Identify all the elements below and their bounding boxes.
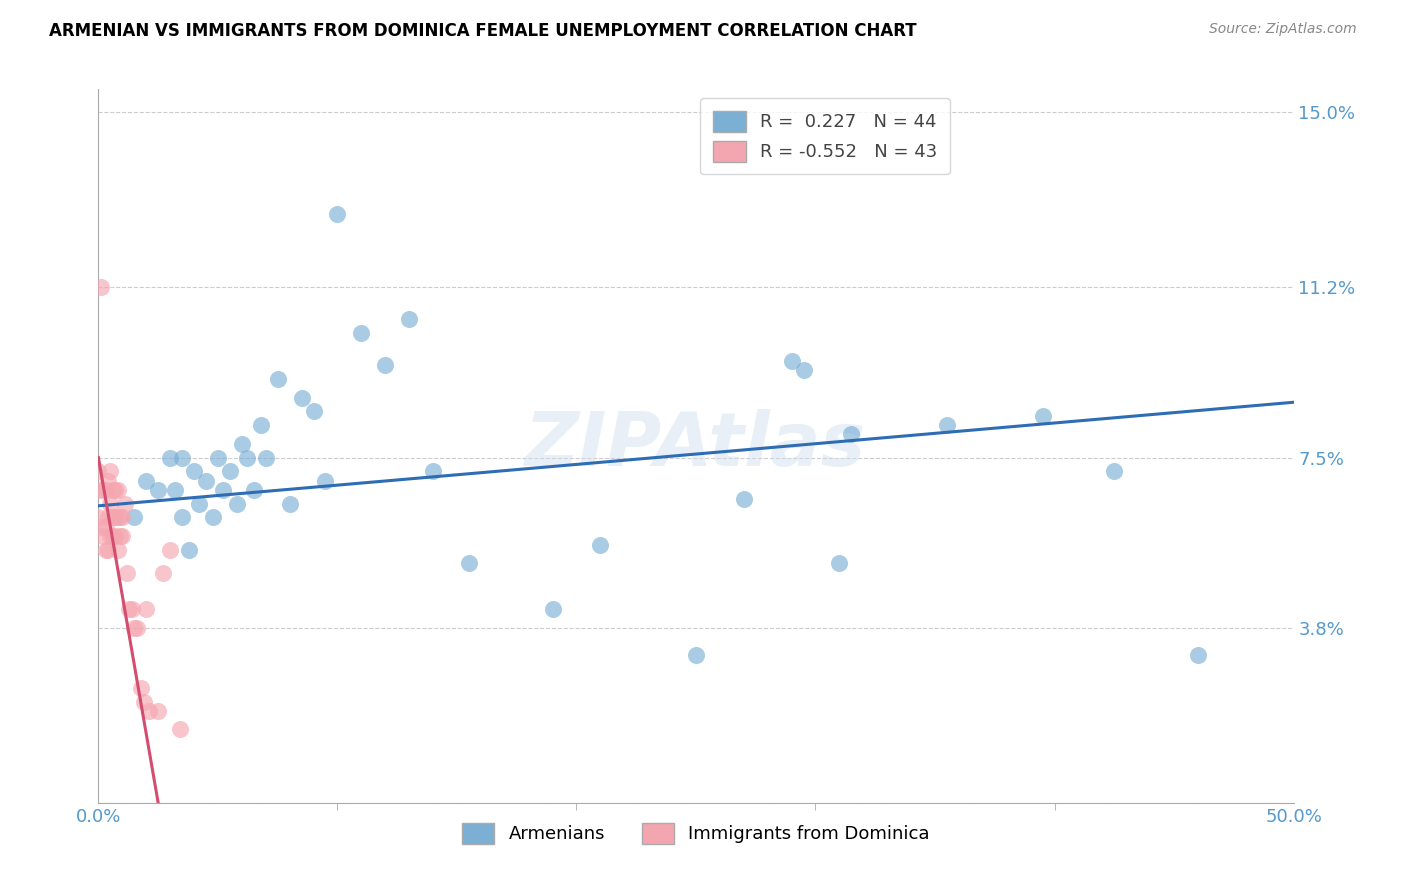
- Point: [125, 621, 148, 635]
- Point: [936, 418, 959, 433]
- Text: ZIPAtlas: ZIPAtlas: [526, 409, 866, 483]
- Point: [231, 436, 253, 450]
- Point: [169, 722, 191, 736]
- Point: [124, 510, 146, 524]
- Legend: Armenians, Immigrants from Dominica: Armenians, Immigrants from Dominica: [454, 815, 938, 851]
- Point: [733, 491, 755, 506]
- Point: [458, 557, 481, 571]
- Point: [254, 450, 277, 465]
- Point: [98, 497, 122, 511]
- Point: [107, 510, 129, 524]
- Point: [121, 602, 143, 616]
- Point: [219, 464, 242, 478]
- Point: [131, 681, 153, 695]
- Point: [104, 483, 127, 497]
- Point: [114, 497, 136, 511]
- Point: [94, 519, 117, 533]
- Point: [111, 510, 134, 524]
- Point: [172, 450, 194, 465]
- Point: [1104, 464, 1126, 478]
- Point: [159, 450, 181, 465]
- Point: [87, 510, 110, 524]
- Point: [211, 483, 233, 497]
- Point: [1032, 409, 1054, 423]
- Point: [97, 510, 120, 524]
- Point: [422, 464, 444, 478]
- Point: [148, 704, 170, 718]
- Point: [250, 418, 273, 433]
- Point: [207, 450, 229, 465]
- Point: [132, 694, 155, 708]
- Point: [267, 372, 290, 386]
- Point: [91, 483, 114, 497]
- Point: [87, 483, 110, 497]
- Point: [291, 391, 314, 405]
- Point: [138, 704, 160, 718]
- Point: [350, 326, 373, 341]
- Point: [135, 474, 157, 488]
- Point: [104, 529, 127, 543]
- Point: [101, 483, 124, 497]
- Point: [828, 557, 851, 571]
- Point: [202, 510, 225, 524]
- Point: [97, 542, 120, 557]
- Point: [98, 529, 122, 543]
- Point: [101, 510, 124, 524]
- Point: [541, 602, 564, 616]
- Point: [148, 483, 170, 497]
- Point: [159, 542, 181, 557]
- Point: [172, 510, 194, 524]
- Point: [302, 404, 325, 418]
- Point: [1187, 648, 1209, 663]
- Point: [780, 354, 803, 368]
- Point: [90, 519, 112, 533]
- Point: [278, 497, 301, 511]
- Text: ARMENIAN VS IMMIGRANTS FROM DOMINICA FEMALE UNEMPLOYMENT CORRELATION CHART: ARMENIAN VS IMMIGRANTS FROM DOMINICA FEM…: [49, 22, 917, 40]
- Point: [104, 510, 127, 524]
- Point: [183, 464, 205, 478]
- Point: [793, 363, 815, 377]
- Point: [111, 529, 134, 543]
- Point: [179, 542, 201, 557]
- Point: [87, 464, 110, 478]
- Point: [107, 542, 129, 557]
- Point: [118, 602, 141, 616]
- Point: [235, 450, 257, 465]
- Point: [187, 497, 209, 511]
- Point: [135, 602, 157, 616]
- Point: [163, 483, 186, 497]
- Point: [315, 474, 337, 488]
- Point: [108, 529, 131, 543]
- Point: [152, 566, 174, 580]
- Point: [226, 497, 249, 511]
- Point: [398, 312, 420, 326]
- Point: [101, 529, 124, 543]
- Point: [685, 648, 707, 663]
- Point: [841, 427, 863, 442]
- Point: [98, 464, 122, 478]
- Point: [108, 510, 131, 524]
- Point: [195, 474, 218, 488]
- Point: [91, 529, 114, 543]
- Point: [90, 280, 112, 294]
- Point: [326, 206, 349, 220]
- Point: [97, 474, 120, 488]
- Point: [94, 483, 117, 497]
- Point: [243, 483, 266, 497]
- Point: [115, 566, 138, 580]
- Point: [107, 483, 129, 497]
- Point: [124, 621, 146, 635]
- Point: [589, 538, 612, 552]
- Point: [94, 542, 117, 557]
- Text: Source: ZipAtlas.com: Source: ZipAtlas.com: [1209, 22, 1357, 37]
- Point: [374, 359, 396, 373]
